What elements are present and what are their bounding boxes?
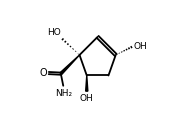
Polygon shape [60,55,80,75]
Text: NH₂: NH₂ [55,89,72,98]
Text: HO: HO [47,28,61,37]
Polygon shape [86,76,88,91]
Text: OH: OH [80,94,94,103]
Text: OH: OH [133,42,147,51]
Text: O: O [40,68,47,78]
